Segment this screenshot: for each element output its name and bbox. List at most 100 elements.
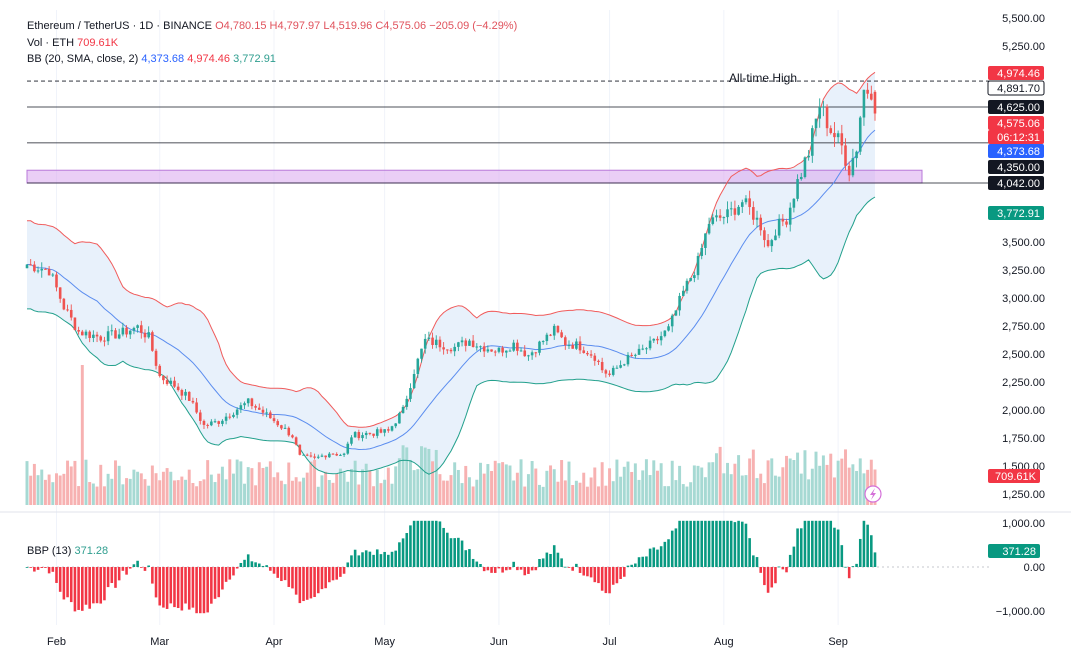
candle-body	[604, 370, 608, 374]
x-tick-label: Aug	[714, 636, 734, 648]
candle-body	[261, 409, 265, 413]
volume-bar	[276, 472, 280, 505]
candle-body	[847, 165, 851, 176]
volume-bar	[571, 485, 575, 505]
volume-bar	[375, 469, 379, 505]
bbp-bar	[611, 567, 615, 585]
candle-body	[460, 340, 464, 343]
bbp-bar	[744, 523, 748, 567]
bbp-bar	[33, 567, 36, 572]
volume-bar	[423, 447, 427, 505]
candle-body	[427, 337, 431, 339]
candle-body	[836, 133, 840, 138]
candle-body	[693, 275, 696, 279]
volume-bar	[851, 464, 855, 505]
bbp-label[interactable]: BBP (13)	[27, 545, 72, 557]
candle-body	[844, 145, 847, 166]
volume-bar	[714, 453, 718, 505]
volume-bar	[781, 467, 785, 505]
bbp-bar	[508, 567, 512, 570]
candle-body	[29, 264, 32, 266]
bbp-bar	[62, 567, 66, 600]
bbp-bar	[597, 567, 600, 584]
bbp-bar	[221, 567, 224, 590]
bbp-bar	[593, 567, 597, 583]
bbp-bar	[169, 567, 173, 604]
x-tick-label: Mar	[150, 636, 169, 648]
bbp-bar	[516, 567, 519, 571]
candle-body	[84, 331, 88, 336]
bbp-bar	[866, 524, 869, 567]
ath-annotation: All-time High	[729, 71, 797, 85]
volume-bar	[637, 479, 641, 505]
bbp-bar	[711, 520, 715, 567]
bbp-bar	[663, 541, 667, 567]
bbp-bar	[387, 554, 390, 567]
bbp-bar	[147, 565, 150, 567]
vol-label[interactable]: Vol · ETH	[27, 37, 75, 49]
volume-bar	[674, 480, 678, 505]
bbp-bar	[648, 548, 652, 567]
candle-body	[755, 217, 759, 220]
x-tick-label: Apr	[265, 636, 282, 648]
candle-body	[228, 416, 232, 418]
bbp-bar	[622, 567, 626, 577]
volume-bar	[766, 460, 770, 505]
volume-bar	[250, 468, 254, 505]
bbp-bar	[184, 567, 187, 604]
candle-body	[641, 348, 645, 350]
bbp-bar	[121, 567, 125, 571]
volume-bar	[855, 470, 859, 505]
bbp-bar	[162, 567, 165, 608]
volume-bar	[243, 483, 247, 505]
volume-bar	[449, 475, 453, 505]
volume-bar	[534, 468, 538, 505]
volume-bar	[353, 460, 357, 505]
candle-body	[416, 358, 420, 374]
candle-body	[567, 345, 571, 347]
bbp-bar	[497, 567, 501, 569]
candle-body	[117, 334, 121, 339]
bbp-bar	[670, 530, 674, 567]
volume-bar	[545, 470, 549, 505]
candle-body	[246, 398, 250, 404]
volume-bar	[161, 471, 165, 505]
volume-bar	[420, 446, 423, 505]
volume-bar	[394, 466, 398, 505]
volume-bar	[169, 471, 173, 505]
candle-body	[497, 347, 501, 352]
candle-body	[95, 334, 99, 337]
bbp-bar	[501, 567, 504, 573]
legend-volume: Vol · ETH 709.61K	[27, 36, 118, 50]
volume-bar	[515, 472, 519, 505]
price-label-box	[988, 130, 1044, 144]
volume-bar	[748, 458, 752, 505]
bbp-bar	[833, 527, 836, 567]
volume-bar	[110, 478, 114, 505]
candle-body	[33, 264, 36, 272]
y-tick-label: 2,000.00	[1002, 405, 1045, 417]
volume-bar	[600, 462, 604, 505]
volume-bar	[397, 458, 401, 505]
symbol-label[interactable]: Ethereum / TetherUS · 1D · BINANCE	[27, 20, 213, 32]
candle-body	[589, 354, 593, 356]
bbp-bar	[128, 567, 132, 569]
bbp-bar	[187, 567, 191, 610]
volume-bar	[88, 482, 92, 505]
candle-body	[597, 360, 600, 363]
candle-body	[446, 349, 449, 351]
bb-label[interactable]: BB (20, SMA, close, 2)	[27, 53, 139, 65]
volume-bar	[707, 462, 711, 505]
volume-bar	[66, 460, 70, 505]
volume-bar	[342, 472, 346, 505]
candle-body	[420, 348, 423, 359]
candle-body	[766, 240, 770, 247]
candle-body	[534, 352, 538, 354]
candle-body	[493, 351, 497, 353]
bbp-bar	[527, 567, 530, 574]
bbp-bar	[110, 567, 114, 584]
candle-body	[36, 270, 40, 272]
volume-bar	[563, 480, 567, 505]
volume-bar	[84, 459, 88, 505]
